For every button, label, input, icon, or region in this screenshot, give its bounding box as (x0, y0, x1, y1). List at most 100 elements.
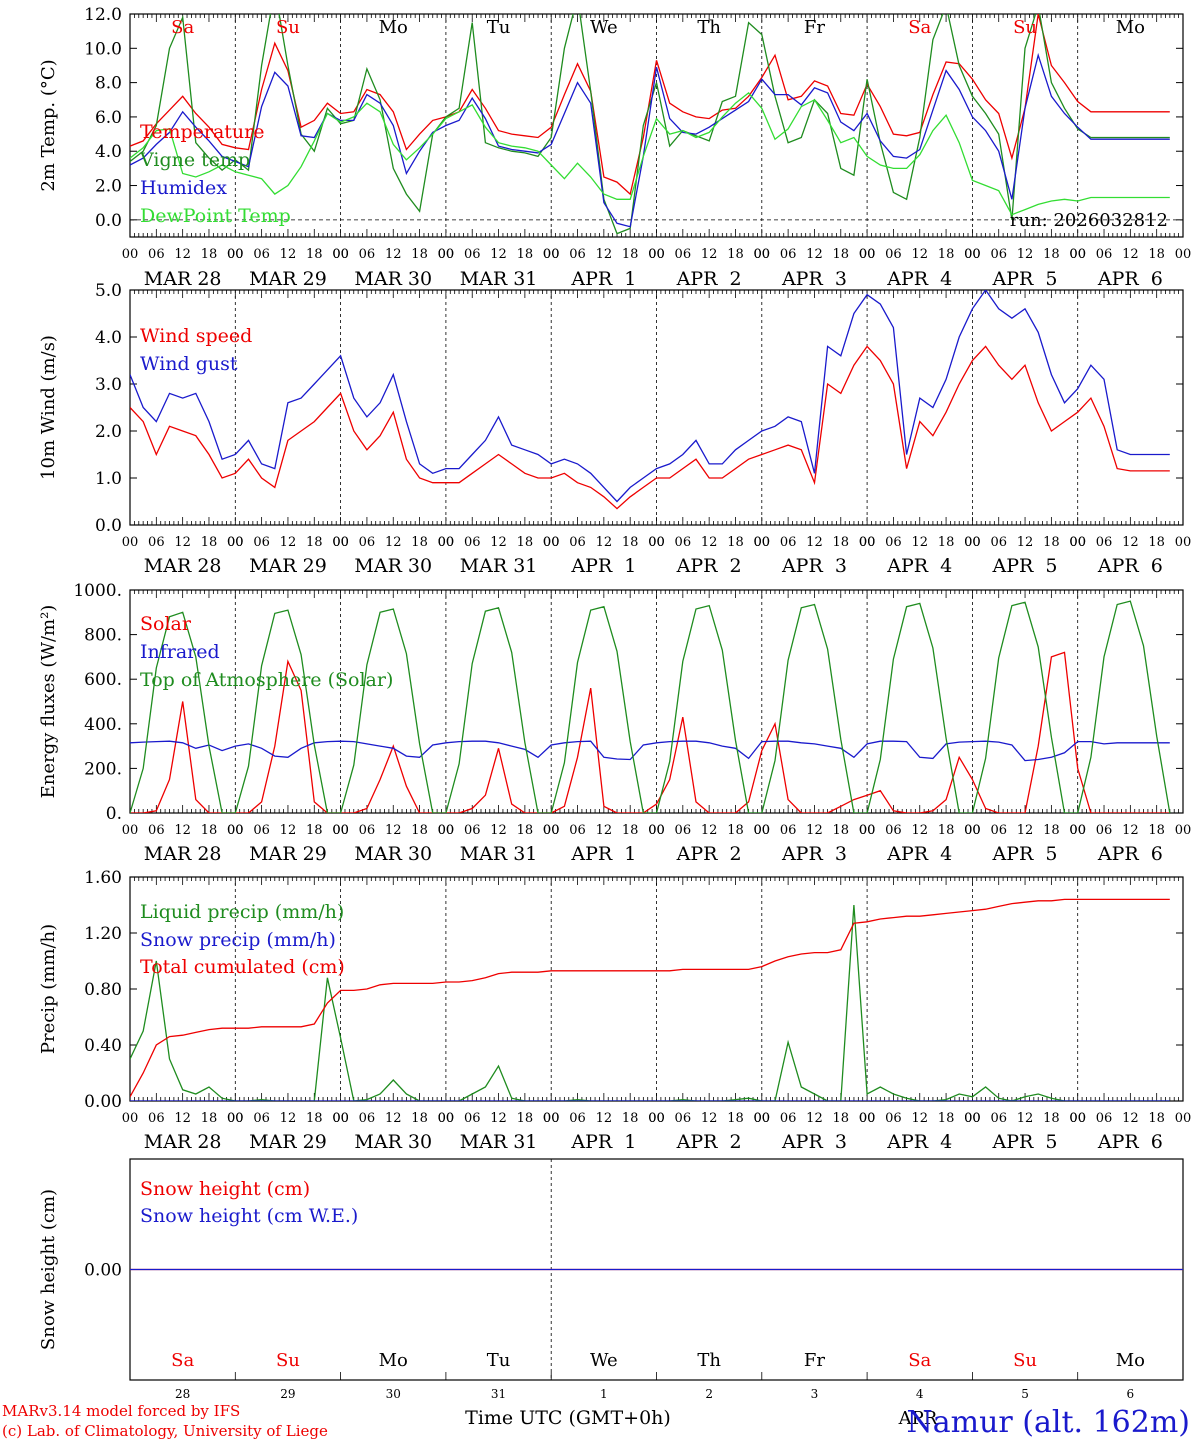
y-tick-label: 12.0 (84, 5, 122, 25)
hour-tick-label: 18 (938, 247, 955, 262)
weekday-label: Tu (487, 17, 511, 38)
day-label: MAR 31 (460, 268, 538, 290)
hour-tick-label: 18 (938, 823, 955, 838)
hour-tick-label: 00 (754, 1111, 771, 1126)
hour-tick-label: 06 (569, 247, 586, 262)
legend-entry: Wind gust (140, 353, 238, 375)
hour-tick-label: 00 (648, 1111, 665, 1126)
hour-tick-label: 00 (227, 247, 244, 262)
day-number-label: 4 (916, 1387, 924, 1401)
hour-tick-label: 00 (1175, 535, 1192, 550)
day-label: APR 4 (886, 843, 952, 865)
y-tick-label: 0. (106, 804, 122, 824)
series-infrared-line (130, 740, 1170, 762)
hour-tick-label: 00 (438, 535, 455, 550)
legend-entry: Wind speed (140, 325, 252, 347)
hour-tick-label: 00 (964, 823, 981, 838)
y-tick-label: 1.0 (95, 469, 122, 489)
hour-tick-label: 06 (148, 247, 165, 262)
hour-tick-label: 12 (280, 823, 297, 838)
day-label: APR 5 (992, 555, 1058, 577)
hour-tick-label: 06 (359, 535, 376, 550)
hour-tick-label: 12 (1017, 535, 1034, 550)
weekday-label: Th (697, 17, 721, 38)
hour-tick-label: 06 (253, 823, 270, 838)
panel-temperature: 0.0 2.0 4.0 6.0 8.0 10.0 12.0 2m Temp. (°C) 00 06… (38, 5, 1191, 290)
series-temperature-line (130, 14, 1170, 196)
panel-snow: 0.00 Snow height (cm) Snow height (cm) Snow… (38, 1158, 1184, 1381)
hour-tick-label: 12 (385, 247, 402, 262)
hour-tick-label: 00 (648, 1111, 665, 1126)
hour-tick-label: 18 (201, 1111, 218, 1126)
day-label: APR 3 (781, 555, 847, 577)
hour-tick-label: 00 (859, 823, 876, 838)
legend-entry: Infrared (140, 641, 220, 663)
day-label: MAR 30 (354, 843, 432, 865)
hour-tick-label: 12 (701, 247, 718, 262)
y-tick-label: 200. (84, 759, 122, 779)
hour-tick-label: 12 (596, 823, 613, 838)
hour-tick-label: 18 (201, 247, 218, 262)
hour-tick-label: 00 (438, 535, 455, 550)
hour-tick-label: 12 (280, 535, 297, 550)
y-tick-label: 2.0 (95, 177, 122, 197)
day-number-label: 30 (386, 1387, 401, 1401)
hour-tick-label: 00 (332, 247, 349, 262)
hour-tick-label: 06 (464, 247, 481, 262)
hour-tick-label: 00 (964, 1111, 981, 1126)
legend-entry: Vigne temp (139, 149, 250, 171)
hour-tick-label: 00 (122, 247, 139, 262)
hour-tick-label: 18 (517, 535, 534, 550)
day-label: APR 3 (781, 843, 847, 865)
weekday-label: Mo (1116, 17, 1145, 38)
day-number-label: 6 (1127, 1387, 1135, 1401)
hour-tick-label: 06 (359, 823, 376, 838)
series-wind-gust-line (130, 290, 1170, 503)
weekday-label: Fr (804, 1350, 825, 1371)
hour-tick-label: 00 (438, 823, 455, 838)
hour-tick-label: 00 (859, 247, 876, 262)
panel-wind: 0.0 1.0 2.0 3.0 4.0 5.0 10m Wind (m/s) 00 06 12 18… (38, 281, 1191, 577)
hour-tick-label: 12 (596, 535, 613, 550)
legend-entry: DewPoint Temp (140, 205, 291, 227)
hour-tick-label: 06 (464, 1111, 481, 1126)
month-label: APR (898, 1408, 938, 1429)
hour-tick-label: 18 (727, 1111, 744, 1126)
hour-tick-label: 12 (596, 1111, 613, 1126)
hour-tick-label: 12 (1017, 247, 1034, 262)
hour-tick-label: 06 (1096, 1111, 1113, 1126)
x-axis-label: Time UTC (GMT+0h) (465, 1407, 671, 1429)
hour-tick-label: 12 (1122, 823, 1139, 838)
weekday-label: Mo (379, 17, 408, 38)
hour-tick-label: 12 (490, 823, 507, 838)
hour-tick-label: 00 (122, 1111, 139, 1126)
hour-tick-label: 06 (780, 247, 797, 262)
weekday-label: Mo (379, 1350, 408, 1371)
hour-tick-label: 06 (148, 823, 165, 838)
y-axis-label: 2m Temp. (°C) (38, 59, 59, 191)
hour-tick-label: 00 (1069, 1111, 1086, 1126)
hour-tick-label: 00 (964, 535, 981, 550)
hour-tick-label: 00 (227, 1111, 244, 1126)
hour-tick-label: 00 (543, 1111, 560, 1126)
day-label: APR 1 (570, 1131, 636, 1153)
weekday-label: Su (276, 1350, 300, 1371)
hour-tick-label: 06 (675, 1111, 692, 1126)
weekday-label: We (590, 17, 618, 38)
y-tick-label: 0.00 (84, 1092, 122, 1112)
hour-tick-label: 00 (227, 823, 244, 838)
plot-frame (129, 589, 1184, 814)
y-tick-label: 10.0 (84, 39, 122, 59)
hour-tick-label: 12 (490, 535, 507, 550)
hour-tick-label: 18 (938, 535, 955, 550)
hour-tick-label: 06 (780, 823, 797, 838)
hour-tick-label: 00 (859, 823, 876, 838)
day-label: APR 2 (676, 843, 742, 865)
hour-tick-label: 00 (648, 535, 665, 550)
day-label: APR 3 (781, 1131, 847, 1153)
hour-tick-label: 00 (964, 1111, 981, 1126)
hour-tick-label: 06 (675, 247, 692, 262)
day-label: MAR 28 (144, 1131, 222, 1153)
weekday-label: Su (1013, 1350, 1037, 1371)
hour-tick-label: 00 (859, 1111, 876, 1126)
